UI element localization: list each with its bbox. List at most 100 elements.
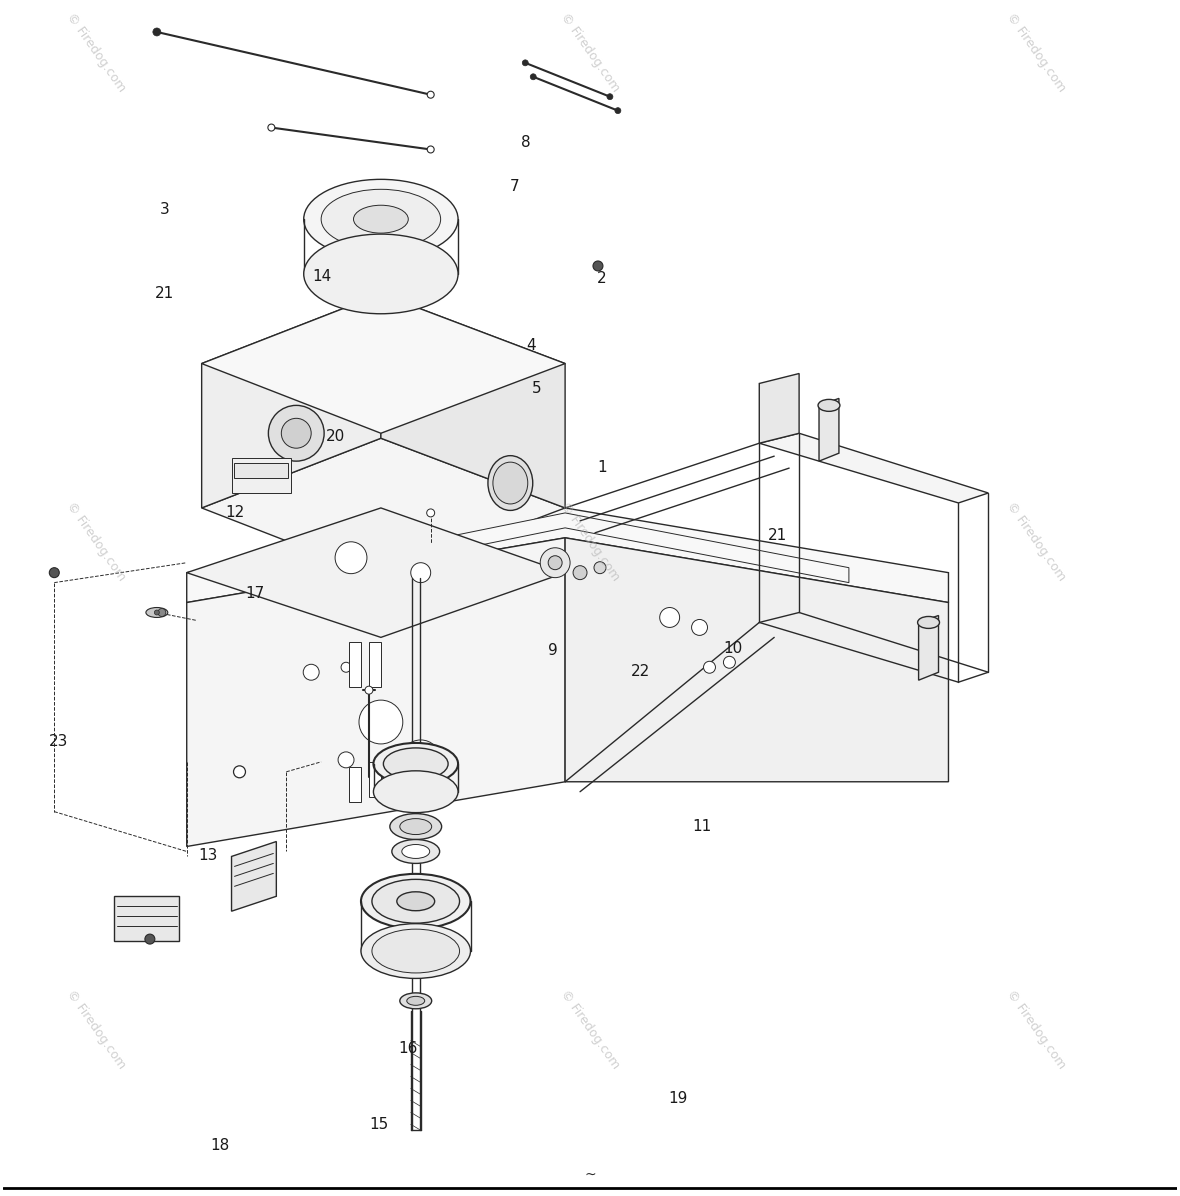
Circle shape: [339, 752, 354, 768]
Ellipse shape: [321, 189, 440, 249]
Circle shape: [427, 146, 434, 153]
Text: © Firedog.com: © Firedog.com: [65, 11, 129, 94]
Circle shape: [145, 934, 155, 944]
Text: © Firedog.com: © Firedog.com: [1004, 11, 1069, 94]
Polygon shape: [186, 538, 565, 847]
Text: 4: 4: [526, 338, 536, 353]
Ellipse shape: [372, 879, 459, 923]
Circle shape: [523, 60, 529, 66]
Text: 3: 3: [159, 202, 170, 218]
Bar: [349, 642, 361, 688]
Ellipse shape: [818, 399, 840, 411]
Text: ~: ~: [584, 1168, 596, 1182]
Text: © Firedog.com: © Firedog.com: [558, 988, 622, 1072]
Text: © Firedog.com: © Firedog.com: [1004, 988, 1069, 1072]
Ellipse shape: [400, 818, 432, 835]
Text: 9: 9: [548, 643, 557, 658]
Circle shape: [530, 74, 536, 80]
Circle shape: [158, 609, 166, 616]
Bar: [349, 767, 361, 801]
Polygon shape: [381, 294, 565, 508]
Ellipse shape: [402, 844, 430, 859]
Text: 18: 18: [210, 1139, 229, 1153]
Circle shape: [335, 542, 367, 574]
Text: © Firedog.com: © Firedog.com: [558, 499, 622, 582]
Polygon shape: [759, 433, 989, 504]
Bar: [231, 458, 291, 493]
Text: 22: 22: [631, 665, 650, 679]
Text: 1: 1: [597, 459, 607, 475]
Ellipse shape: [361, 874, 471, 928]
Ellipse shape: [303, 179, 458, 260]
Bar: [369, 762, 381, 797]
Text: 17: 17: [245, 586, 264, 600]
Circle shape: [723, 657, 735, 669]
Circle shape: [615, 108, 621, 114]
Text: 21: 21: [155, 286, 175, 300]
Text: © Firedog.com: © Firedog.com: [1004, 499, 1069, 582]
Text: © Firedog.com: © Firedog.com: [558, 11, 622, 94]
Bar: [114, 896, 178, 941]
Text: 19: 19: [668, 1091, 688, 1106]
Text: © Firedog.com: © Firedog.com: [65, 988, 129, 1072]
Text: 21: 21: [768, 527, 787, 543]
Polygon shape: [565, 538, 949, 782]
Polygon shape: [759, 373, 799, 444]
Ellipse shape: [493, 462, 527, 504]
Polygon shape: [186, 508, 949, 603]
Polygon shape: [819, 398, 839, 462]
Ellipse shape: [384, 748, 448, 780]
Circle shape: [359, 700, 402, 744]
Circle shape: [594, 562, 607, 574]
Text: 15: 15: [369, 1117, 388, 1133]
Text: 5: 5: [532, 382, 542, 396]
Circle shape: [303, 664, 319, 681]
Bar: [369, 642, 381, 688]
Circle shape: [691, 620, 708, 635]
Circle shape: [155, 610, 159, 615]
Circle shape: [549, 556, 562, 569]
Text: 13: 13: [198, 848, 218, 862]
Circle shape: [268, 405, 324, 462]
Circle shape: [607, 93, 612, 99]
Ellipse shape: [389, 813, 441, 840]
Text: 23: 23: [50, 733, 68, 749]
Text: 2: 2: [597, 271, 607, 287]
Text: 16: 16: [398, 1041, 418, 1056]
Circle shape: [660, 608, 680, 628]
Circle shape: [594, 261, 603, 271]
Bar: [234, 463, 288, 478]
Circle shape: [234, 765, 245, 777]
Text: 11: 11: [691, 819, 712, 835]
Circle shape: [365, 687, 373, 694]
Ellipse shape: [918, 616, 939, 628]
Ellipse shape: [407, 996, 425, 1006]
Polygon shape: [202, 438, 565, 578]
Polygon shape: [186, 508, 565, 637]
Circle shape: [703, 661, 715, 673]
Text: 14: 14: [313, 269, 332, 285]
Circle shape: [268, 124, 275, 132]
Ellipse shape: [146, 608, 168, 617]
Text: 10: 10: [723, 641, 743, 655]
Text: 8: 8: [520, 134, 530, 150]
Ellipse shape: [396, 892, 434, 910]
Circle shape: [401, 740, 440, 780]
Ellipse shape: [392, 840, 440, 864]
Text: 20: 20: [326, 428, 345, 444]
Circle shape: [281, 419, 312, 448]
Circle shape: [50, 568, 59, 578]
Circle shape: [153, 28, 160, 36]
Circle shape: [540, 548, 570, 578]
Polygon shape: [231, 842, 276, 911]
Ellipse shape: [372, 929, 459, 974]
Polygon shape: [202, 294, 565, 433]
Ellipse shape: [373, 770, 458, 812]
Ellipse shape: [400, 993, 432, 1008]
Text: 12: 12: [225, 505, 244, 520]
Circle shape: [573, 566, 586, 580]
Text: © Firedog.com: © Firedog.com: [65, 499, 129, 582]
Ellipse shape: [361, 923, 471, 978]
Ellipse shape: [303, 234, 458, 313]
Circle shape: [427, 509, 434, 517]
